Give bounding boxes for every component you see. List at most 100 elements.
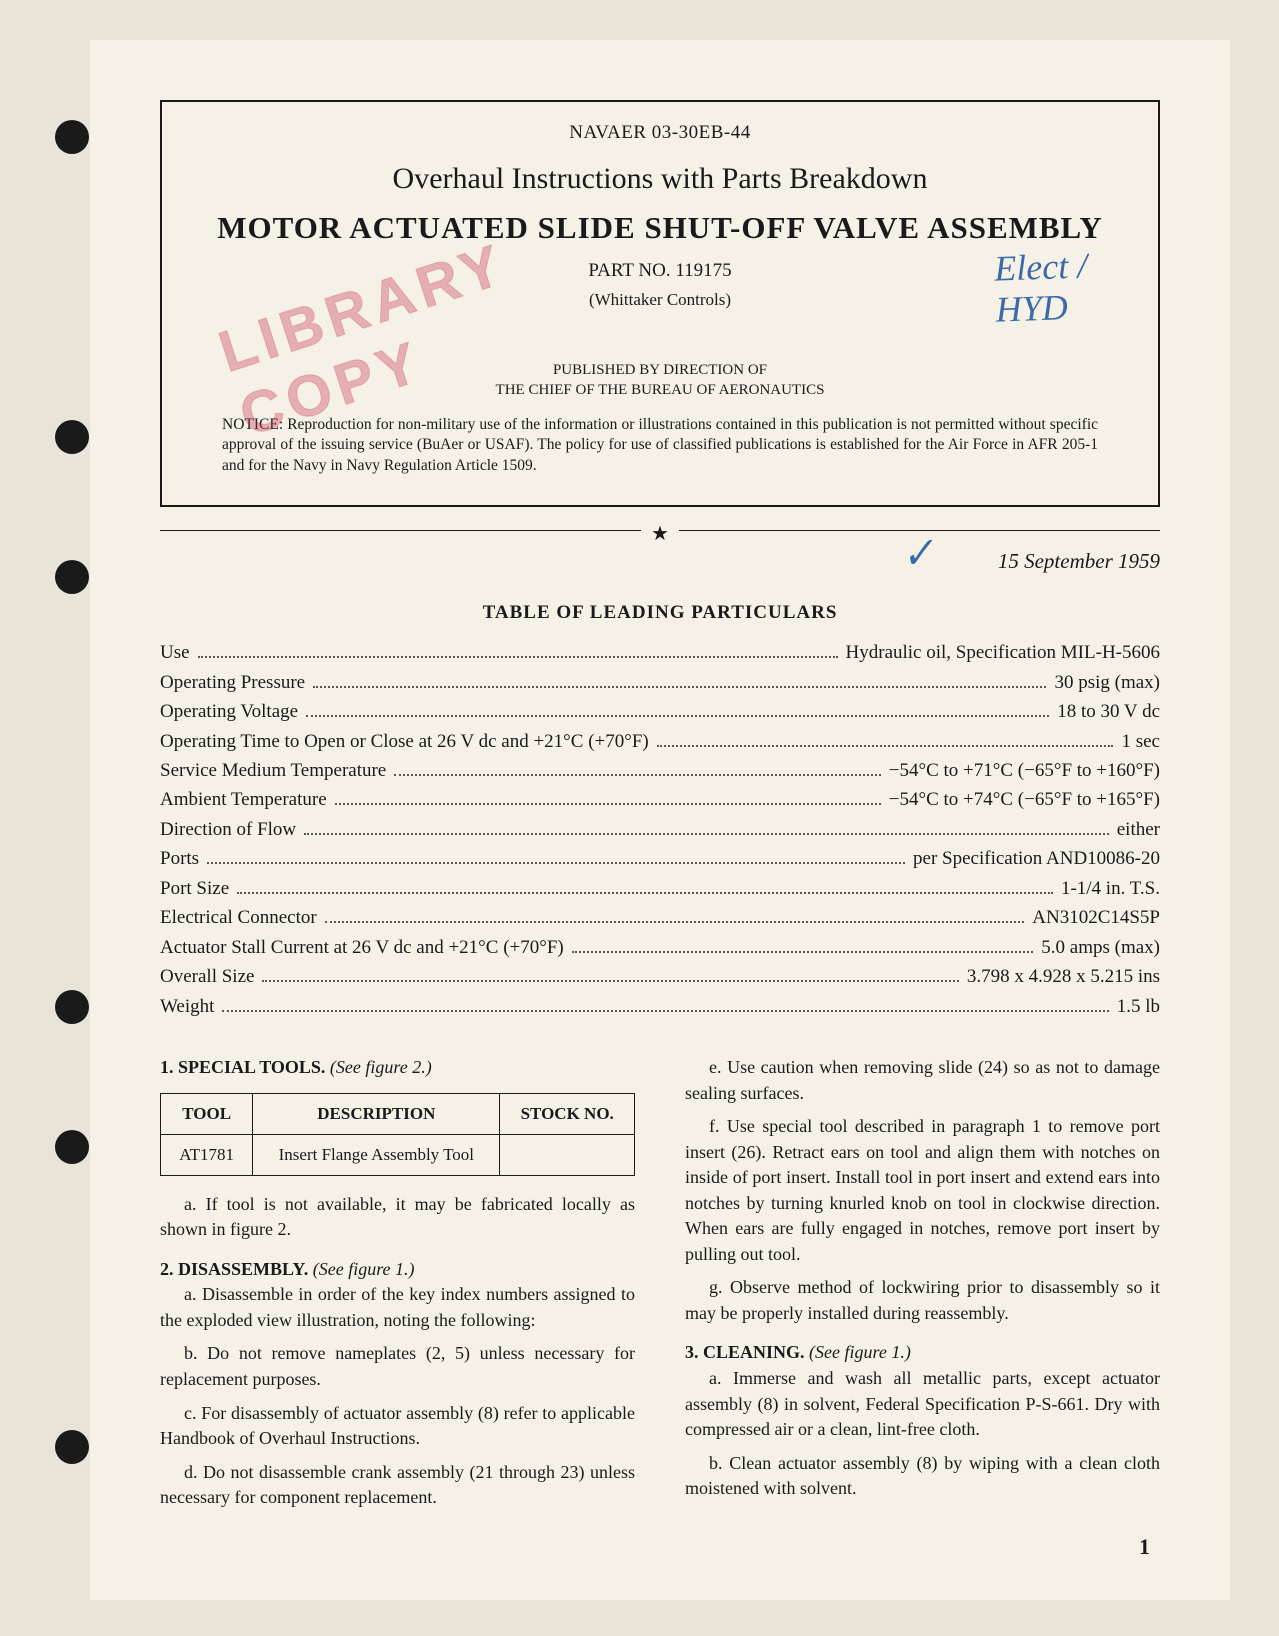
- leader-dots: [657, 745, 1114, 747]
- page-number: 1: [1139, 1534, 1150, 1560]
- left-column: 1. SPECIAL TOOLS. (See figure 2.) TOOL D…: [160, 1055, 635, 1519]
- particulars-row: Operating Voltage 18 to 30 V dc: [160, 697, 1160, 726]
- particulars-value: 5.0 amps (max): [1041, 933, 1160, 962]
- document-number: NAVAER 03-30EB-44: [202, 122, 1118, 144]
- particulars-label: Operating Voltage: [160, 697, 298, 726]
- particulars-row: Use Hydraulic oil, Specification MIL-H-56…: [160, 638, 1160, 667]
- particulars-label: Port Size: [160, 874, 229, 903]
- particulars-row: Direction of Flow either: [160, 815, 1160, 844]
- particulars-value: 1 sec: [1121, 727, 1160, 756]
- leader-dots: [394, 774, 881, 776]
- section-1-title: 1. SPECIAL TOOLS.: [160, 1057, 325, 1077]
- leader-dots: [304, 833, 1109, 835]
- para-2e: e. Use caution when removing slide (24) …: [685, 1055, 1160, 1106]
- particulars-label: Use: [160, 638, 190, 667]
- particulars-title: TABLE OF LEADING PARTICULARS: [160, 602, 1160, 624]
- publication-date: 15 September 1959: [998, 549, 1160, 573]
- particulars-row: Portsper Specification AND10086-20: [160, 844, 1160, 873]
- checkmark-annotation: ✓: [898, 529, 938, 579]
- particulars-value: Hydraulic oil, Specification MIL-H-5606: [846, 638, 1160, 667]
- para-3a: a. Immerse and wash all metallic parts, …: [685, 1366, 1160, 1443]
- special-tools-table: TOOL DESCRIPTION STOCK NO. AT1781 Insert…: [160, 1093, 635, 1176]
- tool-id: AT1781: [161, 1134, 253, 1175]
- particulars-value: 18 to 30 V dc: [1057, 697, 1160, 726]
- punch-hole: [55, 990, 89, 1024]
- section-3-ref: (See figure 1.): [809, 1342, 911, 1362]
- particulars-label: Actuator Stall Current at 26 V dc and +2…: [160, 933, 564, 962]
- particulars-label: Weight: [160, 992, 214, 1021]
- section-heading-3: 3. CLEANING. (See figure 1.): [685, 1340, 1160, 1366]
- particulars-row: Port Size 1-1/4 in. T.S.: [160, 874, 1160, 903]
- leader-dots: [325, 921, 1025, 923]
- document-page: NAVAER 03-30EB-44 Overhaul Instructions …: [90, 40, 1230, 1600]
- particulars-value: 1.5 lb: [1117, 992, 1160, 1021]
- para-3b: b. Clean actuator assembly (8) by wiping…: [685, 1451, 1160, 1502]
- particulars-value: 3.798 x 4.928 x 5.215 ins: [967, 962, 1160, 991]
- handwriting-line1: Elect: [994, 246, 1069, 289]
- particulars-label: Operating Time to Open or Close at 26 V …: [160, 727, 649, 756]
- tool-desc: Insert Flange Assembly Tool: [253, 1134, 500, 1175]
- leader-dots: [207, 862, 905, 864]
- particulars-label: Overall Size: [160, 962, 254, 991]
- particulars-value: AN3102C14S5P: [1032, 903, 1160, 932]
- leader-dots: [237, 892, 1053, 894]
- published-line1: PUBLISHED BY DIRECTION OF: [553, 362, 767, 378]
- leader-dots: [306, 715, 1049, 717]
- published-by: PUBLISHED BY DIRECTION OF THE CHIEF OF T…: [202, 360, 1118, 401]
- particulars-row: Overall Size 3.798 x 4.928 x 5.215 ins: [160, 962, 1160, 991]
- leader-dots: [572, 951, 1034, 953]
- tool-stock: [500, 1134, 635, 1175]
- particulars-label: Electrical Connector: [160, 903, 317, 932]
- leader-dots: [222, 1010, 1108, 1012]
- leader-dots: [262, 980, 958, 982]
- table-header-row: TOOL DESCRIPTION STOCK NO.: [161, 1093, 635, 1134]
- particulars-label: Service Medium Temperature: [160, 756, 386, 785]
- handwritten-annotation: Elect / HYD: [994, 245, 1090, 331]
- handwriting-line2: HYD: [995, 287, 1068, 329]
- particulars-value: −54°C to +71°C (−65°F to +160°F): [889, 756, 1160, 785]
- title-box: NAVAER 03-30EB-44 Overhaul Instructions …: [160, 100, 1160, 507]
- col-tool: TOOL: [161, 1093, 253, 1134]
- leader-dots: [335, 803, 881, 805]
- particulars-row: Operating Pressure30 psig (max): [160, 668, 1160, 697]
- col-description: DESCRIPTION: [253, 1093, 500, 1134]
- particulars-value: either: [1117, 815, 1160, 844]
- punch-holes: [20, 0, 80, 1636]
- particulars-row: Ambient Temperature−54°C to +74°C (−65°F…: [160, 785, 1160, 814]
- leader-dots: [198, 656, 838, 658]
- particulars-label: Operating Pressure: [160, 668, 305, 697]
- para-1a: a. If tool is not available, it may be f…: [160, 1192, 635, 1243]
- section-2-title: 2. DISASSEMBLY.: [160, 1259, 308, 1279]
- col-stock-no: STOCK NO.: [500, 1093, 635, 1134]
- particulars-value: 1-1/4 in. T.S.: [1061, 874, 1160, 903]
- particulars-row: Actuator Stall Current at 26 V dc and +2…: [160, 933, 1160, 962]
- particulars-value: per Specification AND10086-20: [913, 844, 1160, 873]
- particulars-label: Direction of Flow: [160, 815, 296, 844]
- section-heading-2: 2. DISASSEMBLY. (See figure 1.): [160, 1257, 635, 1283]
- star-icon: ★: [641, 523, 679, 545]
- part-number: PART NO. 119175: [202, 260, 1118, 282]
- punch-hole: [55, 560, 89, 594]
- particulars-label: Ambient Temperature: [160, 785, 327, 814]
- section-3-title: 3. CLEANING.: [685, 1342, 805, 1362]
- body-columns: 1. SPECIAL TOOLS. (See figure 2.) TOOL D…: [160, 1055, 1160, 1519]
- right-column: e. Use caution when removing slide (24) …: [685, 1055, 1160, 1519]
- document-subtitle: Overhaul Instructions with Parts Breakdo…: [202, 162, 1118, 196]
- particulars-row: Electrical Connector AN3102C14S5P: [160, 903, 1160, 932]
- punch-hole: [55, 1430, 89, 1464]
- reproduction-notice: NOTICE: Reproduction for non-military us…: [202, 415, 1118, 478]
- divider-rule: ★: [160, 521, 1160, 539]
- date-line: ✓ 15 September 1959: [160, 549, 1160, 574]
- leader-dots: [313, 686, 1046, 688]
- section-2-ref: (See figure 1.): [313, 1259, 415, 1279]
- para-2a: a. Disassemble in order of the key index…: [160, 1282, 635, 1333]
- section-1-ref: (See figure 2.): [330, 1057, 432, 1077]
- punch-hole: [55, 420, 89, 454]
- table-row: AT1781 Insert Flange Assembly Tool: [161, 1134, 635, 1175]
- particulars-row: Service Medium Temperature −54°C to +71°C…: [160, 756, 1160, 785]
- para-2f: f. Use special tool described in paragra…: [685, 1114, 1160, 1267]
- manufacturer: (Whittaker Controls): [202, 290, 1118, 310]
- particulars-row: Operating Time to Open or Close at 26 V …: [160, 727, 1160, 756]
- para-2c: c. For disassembly of actuator assembly …: [160, 1401, 635, 1452]
- particulars-row: Weight 1.5 lb: [160, 992, 1160, 1021]
